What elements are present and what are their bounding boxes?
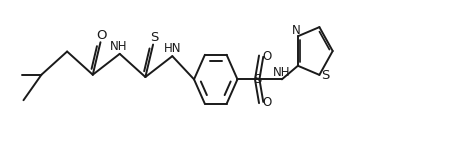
- Text: O: O: [262, 50, 271, 63]
- Text: O: O: [262, 96, 271, 109]
- Text: O: O: [96, 29, 107, 42]
- Text: N: N: [291, 24, 300, 37]
- Text: NH: NH: [273, 66, 291, 79]
- Text: S: S: [321, 69, 329, 82]
- Text: HN: HN: [164, 42, 182, 55]
- Text: S: S: [150, 31, 158, 44]
- Text: S: S: [253, 73, 262, 86]
- Text: NH: NH: [110, 40, 128, 53]
